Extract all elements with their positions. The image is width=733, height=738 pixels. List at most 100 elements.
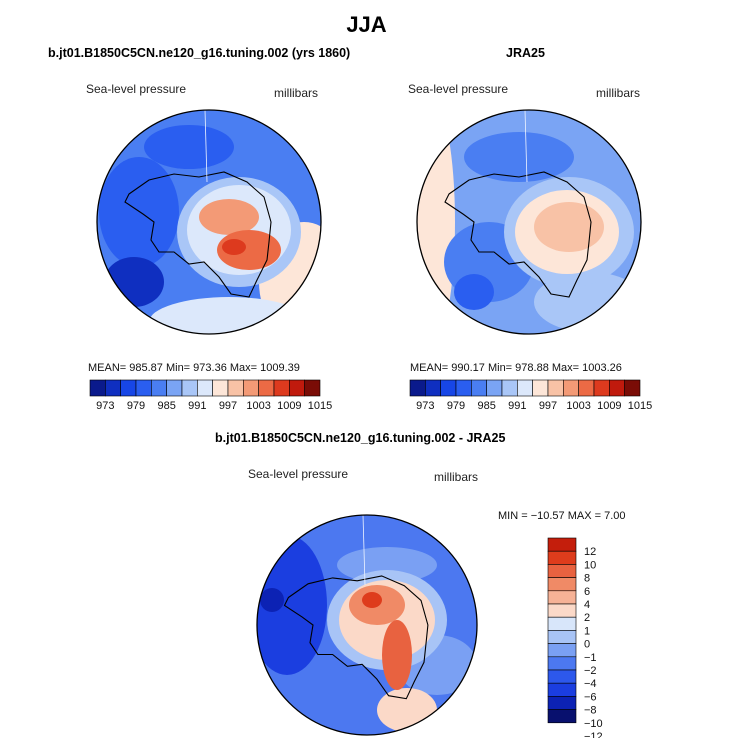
colorbar-swatch [547, 669, 577, 684]
model-map-border [96, 109, 322, 335]
obs-plateau [534, 202, 604, 252]
diff-map-border [256, 514, 478, 736]
colorbar-swatch [89, 379, 106, 397]
colorbar-swatch [151, 379, 167, 397]
obs-units-label: millibars [596, 86, 641, 100]
colorbar-swatch [578, 379, 595, 397]
colorbar-swatch [227, 379, 244, 397]
obs-low-sw [454, 274, 494, 310]
obs-low-north [464, 132, 574, 182]
colorbar-swatch [547, 696, 577, 710]
colorbar-swatch [409, 379, 426, 397]
colorbar-swatch [440, 379, 457, 397]
colorbar-tick-label: 991 [188, 400, 206, 412]
colorbar-swatch [547, 537, 577, 552]
colorbar-tick-label: 1003 [566, 400, 590, 412]
colorbar-swatch [166, 379, 183, 397]
diff-stats: MIN = −10.57 MAX = 7.00 [498, 510, 626, 522]
colorbar-tick-label: 12 [584, 546, 596, 558]
diff-units-label: millibars [434, 470, 479, 484]
colorbar-swatch [547, 643, 577, 658]
colorbar-tick-label: 1009 [597, 400, 621, 412]
colorbar-swatch [547, 564, 577, 578]
model-field-label: Sea-level pressure [86, 82, 187, 96]
colorbar-swatch [105, 379, 121, 397]
obs-seam [524, 110, 528, 183]
colorbar-swatch [547, 656, 577, 671]
colorbar-swatch [547, 603, 577, 618]
colorbar-swatch [547, 379, 564, 397]
obs-field-label: Sea-level pressure [408, 82, 509, 96]
model-low-sw [104, 257, 164, 307]
colorbar-swatch [593, 379, 610, 397]
model-low-north [144, 125, 234, 169]
colorbar-swatch [501, 379, 518, 397]
colorbar-tick-label: −12 [584, 731, 603, 738]
colorbar-swatch [455, 379, 472, 397]
colorbar-tick-label: −6 [584, 691, 597, 703]
colorbar-tick-label: 973 [96, 400, 114, 412]
colorbar-swatch [547, 550, 577, 565]
colorbar-tick-label: 8 [584, 573, 590, 585]
diff-south-positive [377, 688, 437, 732]
colorbar-tick-label: 991 [508, 400, 526, 412]
diff-plateau-max [362, 592, 382, 608]
colorbar-swatch [120, 379, 137, 397]
diff-low-core [260, 588, 284, 612]
model-ring-band [149, 297, 309, 334]
colorbar-tick-label: 979 [447, 400, 465, 412]
colorbar-swatch [547, 709, 577, 724]
colorbar-swatch [243, 379, 259, 397]
obs-stats: MEAN= 990.17 Min= 978.88 Max= 1003.26 [410, 362, 622, 374]
colorbar-tick-label: 1003 [246, 400, 270, 412]
model-seam [204, 110, 208, 183]
obs-coastline [444, 171, 592, 298]
diff-map-field [257, 515, 477, 735]
colorbar-tick-label: 0 [584, 639, 590, 651]
colorbar-swatch [471, 379, 487, 397]
colorbar-tick-label: −10 [584, 718, 603, 730]
model-map-field [97, 110, 321, 334]
colorbar-swatch [212, 379, 229, 397]
diff-north-band [337, 547, 437, 583]
model-coastline [124, 171, 272, 298]
colorbar-tick-label: 997 [219, 400, 237, 412]
colorbar-swatch [273, 379, 290, 397]
colorbar-swatch [532, 379, 549, 397]
model-low-west [99, 157, 179, 267]
colorbar-swatch [486, 379, 503, 397]
colorbar-swatch [624, 379, 641, 397]
colorbar-swatch [547, 577, 577, 592]
colorbar-swatch [547, 682, 577, 697]
colorbar-model: 973 979 985 991 997 1003 1009 1015 [89, 379, 332, 412]
colorbar-tick-label: 4 [584, 599, 590, 611]
colorbar-tick-label: 979 [127, 400, 145, 412]
colorbar-swatch [289, 379, 305, 397]
colorbar-tick-label: 985 [477, 400, 495, 412]
colorbar-tick-label: 1015 [308, 400, 332, 412]
obs-panel-title: JRA25 [506, 46, 545, 60]
colorbar-swatch [304, 379, 321, 397]
colorbar-tick-label: 6 [584, 586, 590, 598]
colorbar-tick-label: 2 [584, 612, 590, 624]
colorbar-swatch [547, 590, 577, 605]
colorbar-swatch [547, 616, 577, 631]
model-plateau-west [199, 199, 259, 235]
diff-seam [362, 515, 366, 586]
colorbar-tick-label: 10 [584, 559, 596, 571]
main-title: JJA [346, 12, 387, 37]
colorbar-swatch [181, 379, 198, 397]
colorbar-tick-label: 985 [157, 400, 175, 412]
model-plateau-max [222, 239, 246, 255]
diff-plateau-b [382, 620, 412, 690]
colorbar-tick-label: 997 [539, 400, 557, 412]
colorbar-tick-label: −2 [584, 665, 597, 677]
colorbar-tick-label: 973 [416, 400, 434, 412]
colorbar-tick-label: 1009 [277, 400, 301, 412]
obs-map-border [416, 109, 642, 335]
model-units-label: millibars [274, 86, 319, 100]
colorbar-tick-label: −8 [584, 705, 597, 717]
colorbar-tick-label: −1 [584, 652, 597, 664]
